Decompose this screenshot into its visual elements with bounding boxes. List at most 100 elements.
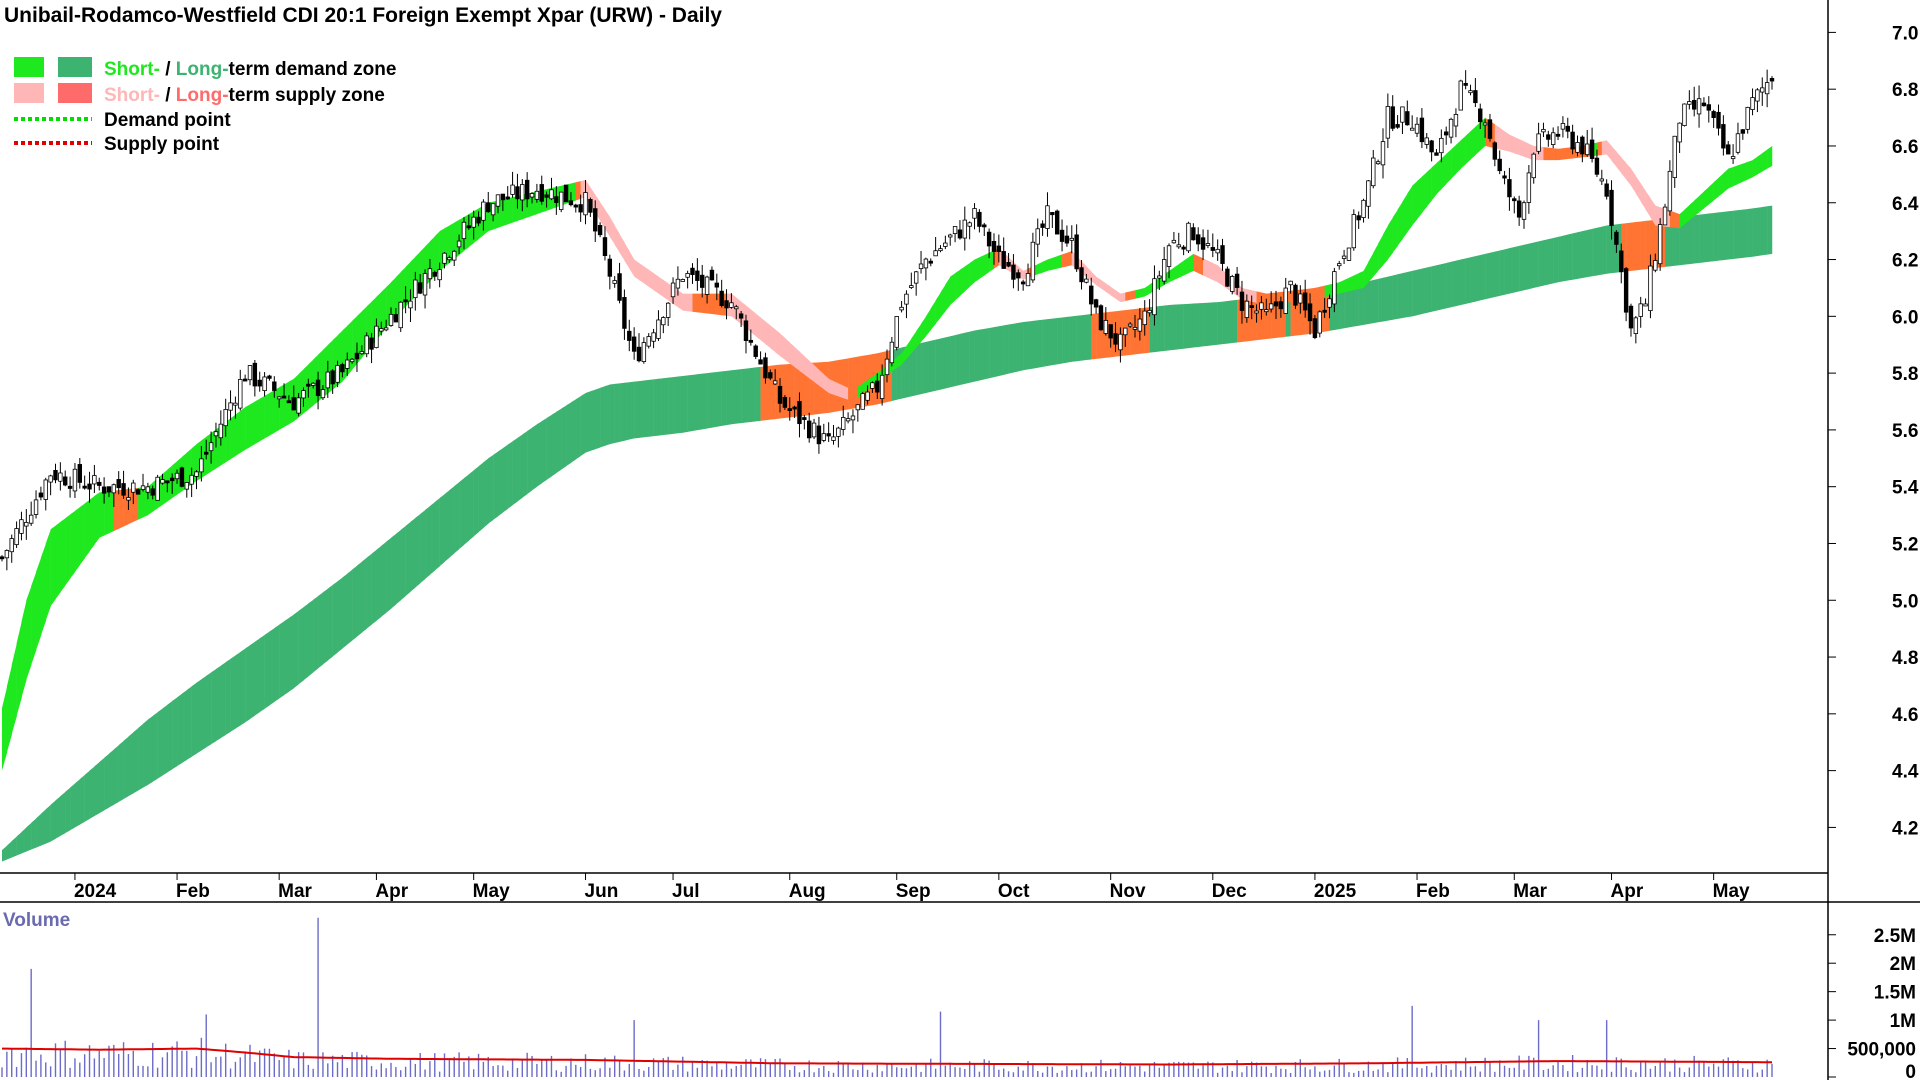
long-zone-segment [1718,211,1724,261]
long-zone-segment [279,621,285,699]
long-zone-segment [1630,222,1637,271]
long-zone-segment [143,719,149,788]
short-zone-segment [1120,292,1126,303]
candle-body [928,260,933,264]
candle-body [126,497,131,501]
candle-body [1609,189,1614,226]
candle-body [189,474,194,485]
long-zone-segment [1382,276,1389,322]
candle-body [1716,111,1721,129]
short-zone-segment [1733,165,1739,187]
candle-body [680,279,685,282]
long-zone-segment [21,827,27,854]
candle-body [763,357,768,379]
long-zone-segment [191,682,197,757]
long-zone-segment [551,411,557,477]
candle-body [758,359,763,365]
long-zone-segment [1737,209,1744,259]
short-zone-segment [1417,176,1423,220]
short-zone-segment [989,250,995,273]
candle-body [77,464,83,483]
candle-body [383,327,389,331]
long-zone-segment [1013,322,1019,373]
short-zone-segment [600,202,606,229]
short-zone-segment [639,262,645,284]
short-zone-segment [1382,225,1389,266]
long-zone-segment [848,357,854,410]
y-tick-label: 6.2 [1892,251,1918,272]
short-zone-segment [1737,163,1744,185]
short-zone-segment [1217,265,1223,286]
short-zone-segment [1689,200,1695,221]
legend-long-supply-swatch [58,83,92,103]
candle-body [242,378,248,382]
candle-body [267,375,272,379]
candle-body [262,376,267,392]
candle-body [1653,260,1658,271]
short-zone-segment [259,395,265,442]
long-zone-segment [371,549,377,625]
candle-body [1239,291,1245,311]
candle-body [1444,131,1449,136]
short-zone-segment [570,182,577,203]
long-zone-segment [65,787,71,834]
short-zone-segment [1762,149,1768,172]
candle-body [933,250,938,257]
candle-body [1696,98,1702,115]
candle-body [899,306,904,311]
candle-body [753,345,758,357]
short-zone-segment [1368,252,1374,283]
y-tick-label: 7.0 [1892,23,1918,44]
short-zone-segment [1091,271,1097,286]
long-zone-segment [1173,304,1180,350]
long-zone-segment [590,389,596,451]
short-zone-segment [1042,259,1048,273]
long-zone-segment [439,494,445,567]
short-zone-segment [1188,253,1194,274]
short-zone-segment [1742,161,1748,182]
candle-body [1623,268,1629,313]
candle-body [1166,245,1172,267]
chart-title: Unibail-Rodamco-Westfield CDI 20:1 Forei… [4,4,722,27]
short-zone-segment [143,486,149,518]
candle-body [1638,303,1643,317]
candle-body [150,488,155,496]
short-zone-segment [391,277,397,323]
candle-body [850,415,856,421]
candle-body [1054,210,1060,235]
long-zone-segment [381,541,387,617]
legend: Short- / Long-term demand zone Short- / … [14,57,396,155]
candle-body [408,300,413,309]
short-zone-segment [726,293,732,317]
long-zone-segment [386,537,392,613]
candle-body [1137,318,1143,332]
short-zone-segment [697,293,703,313]
short-zone-segment [1037,261,1043,275]
candle-body [1721,124,1726,149]
long-zone-segment [6,841,12,860]
candle-body [1079,267,1084,283]
short-zone-segment [1645,190,1651,218]
short-zone-segment [1105,283,1111,296]
candle-body [1351,214,1357,249]
candle-body [1074,234,1079,270]
candle-body [398,301,403,329]
short-zone-segment [1378,234,1384,271]
long-zone-segment [293,610,299,689]
candle-body [1225,268,1230,287]
candle-body [1619,250,1624,273]
long-zone-segment [935,338,941,391]
long-zone-segment [1363,281,1369,325]
long-zone-segment [1489,251,1496,299]
candle-body [1123,327,1128,336]
short-zone-segment [113,490,119,531]
long-zone-segment [921,341,927,395]
long-zone-segment [1217,301,1223,345]
short-zone-segment [804,356,810,379]
y-tick-label: 5.4 [1892,478,1919,499]
short-zone-segment [940,284,946,318]
short-zone-segment [906,338,912,359]
candle-body [320,389,326,399]
candle-body [544,194,549,198]
candle-body [904,293,909,305]
